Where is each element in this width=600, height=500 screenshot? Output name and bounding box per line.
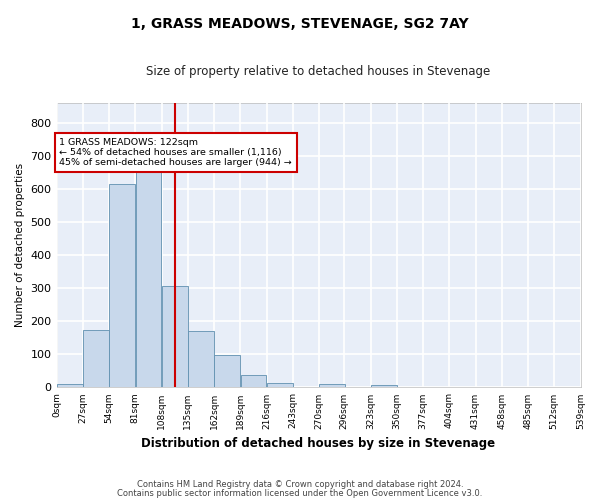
- Bar: [162, 286, 188, 388]
- Bar: [214, 356, 240, 388]
- Bar: [57, 384, 83, 388]
- Title: Size of property relative to detached houses in Stevenage: Size of property relative to detached ho…: [146, 65, 491, 78]
- X-axis label: Distribution of detached houses by size in Stevenage: Distribution of detached houses by size …: [142, 437, 496, 450]
- Bar: [241, 375, 266, 388]
- Text: 1 GRASS MEADOWS: 122sqm
← 54% of detached houses are smaller (1,116)
45% of semi: 1 GRASS MEADOWS: 122sqm ← 54% of detache…: [59, 138, 292, 168]
- Bar: [188, 331, 214, 388]
- Bar: [319, 384, 345, 388]
- Text: Contains public sector information licensed under the Open Government Licence v3: Contains public sector information licen…: [118, 488, 482, 498]
- Text: 1, GRASS MEADOWS, STEVENAGE, SG2 7AY: 1, GRASS MEADOWS, STEVENAGE, SG2 7AY: [131, 18, 469, 32]
- Bar: [267, 383, 293, 388]
- Bar: [136, 169, 161, 388]
- Bar: [83, 330, 109, 388]
- Bar: [109, 184, 135, 388]
- Text: Contains HM Land Registry data © Crown copyright and database right 2024.: Contains HM Land Registry data © Crown c…: [137, 480, 463, 489]
- Bar: [371, 385, 397, 388]
- Y-axis label: Number of detached properties: Number of detached properties: [15, 163, 25, 327]
